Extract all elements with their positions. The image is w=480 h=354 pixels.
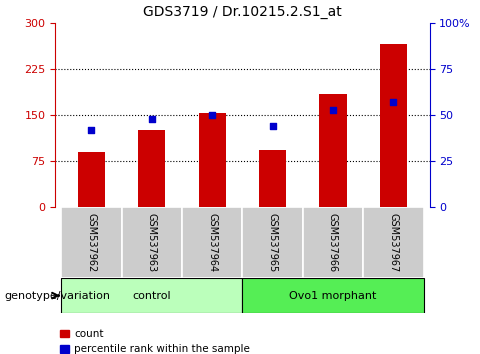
Point	[329, 107, 337, 112]
Point	[390, 99, 397, 105]
Text: control: control	[132, 291, 171, 301]
Bar	[259, 150, 286, 207]
Bar	[182, 207, 242, 278]
Text: genotype/variation: genotype/variation	[5, 291, 111, 301]
Bar	[380, 45, 407, 207]
Point	[87, 127, 95, 133]
Bar	[363, 207, 423, 278]
Bar	[138, 130, 166, 207]
Text: GSM537967: GSM537967	[388, 213, 398, 272]
Bar	[242, 278, 423, 313]
Text: GSM537963: GSM537963	[147, 213, 157, 272]
Bar	[242, 207, 303, 278]
Bar	[319, 93, 347, 207]
Title: GDS3719 / Dr.10215.2.S1_at: GDS3719 / Dr.10215.2.S1_at	[143, 5, 342, 19]
Bar	[61, 207, 121, 278]
Bar	[199, 113, 226, 207]
Text: GSM537964: GSM537964	[207, 213, 217, 272]
Text: GSM537962: GSM537962	[86, 213, 96, 272]
Bar	[303, 207, 363, 278]
Point	[208, 112, 216, 118]
Text: Ovo1 morphant: Ovo1 morphant	[289, 291, 377, 301]
Point	[148, 116, 156, 121]
Point	[269, 123, 276, 129]
Text: GSM537965: GSM537965	[267, 213, 277, 272]
Bar	[78, 152, 105, 207]
Bar	[122, 207, 182, 278]
Legend: count, percentile rank within the sample: count, percentile rank within the sample	[60, 329, 250, 354]
Bar	[61, 278, 242, 313]
Text: GSM537966: GSM537966	[328, 213, 338, 272]
